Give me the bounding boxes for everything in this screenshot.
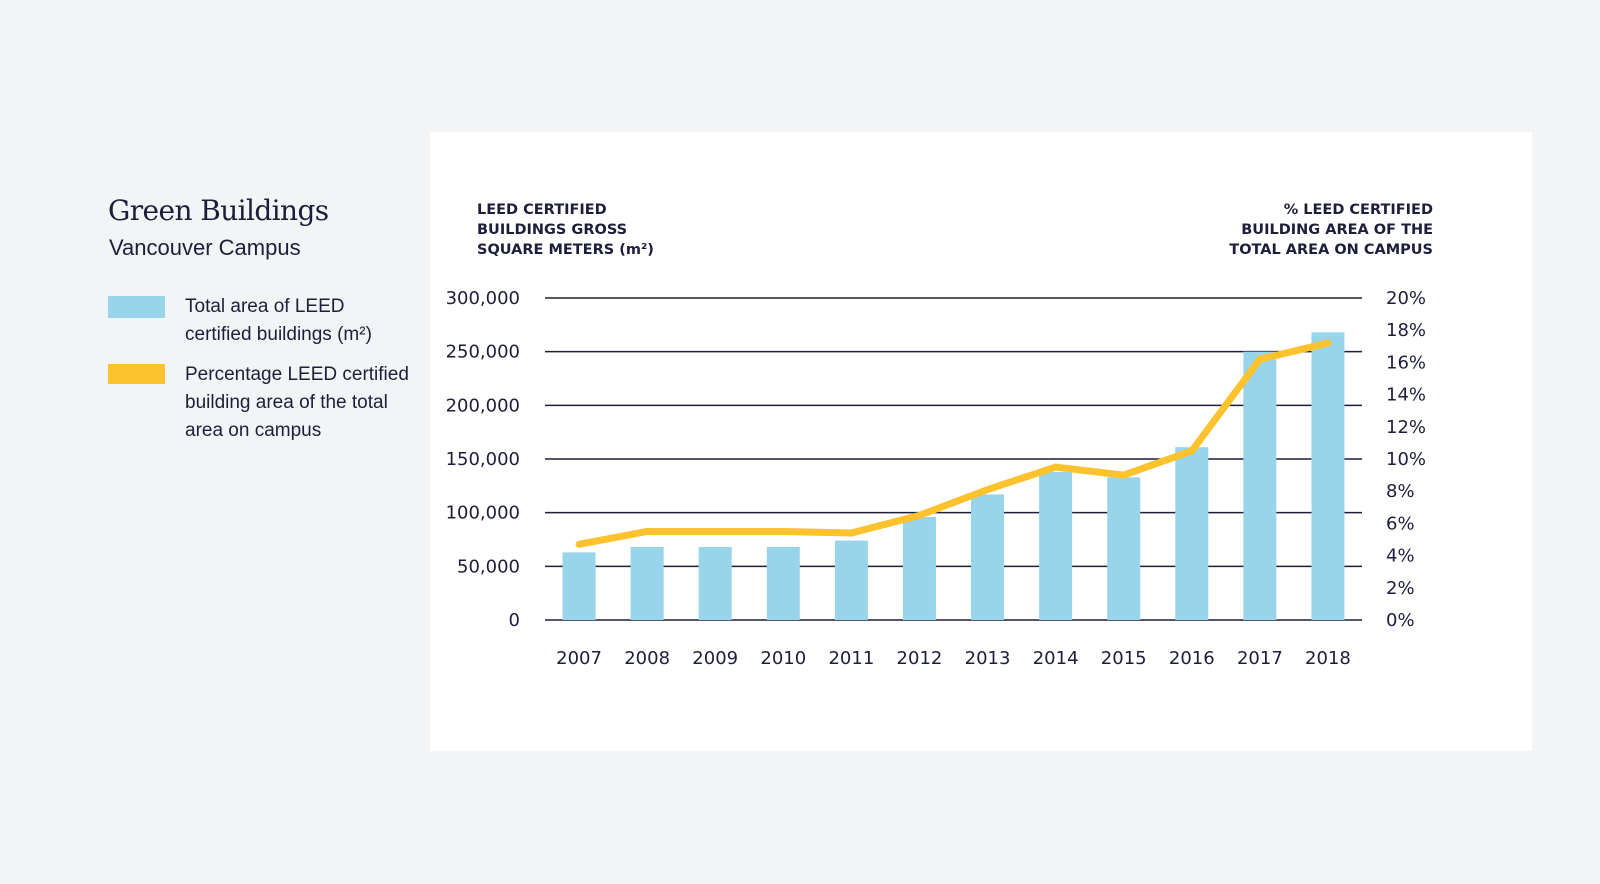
right-axis-title-line: BUILDING AREA OF THE [1241,222,1433,238]
x-tick-label: 2018 [1305,648,1351,669]
y-right-tick-label: 6% [1386,513,1415,534]
y-right-tick-label: 4% [1386,546,1415,567]
bar [766,547,800,620]
x-tick-label: 2011 [828,648,874,669]
y-right-tick-label: 10% [1386,449,1426,470]
x-tick-label: 2008 [624,648,670,669]
y-right-tick-label: 18% [1386,320,1426,341]
x-tick-label: 2016 [1169,648,1215,669]
right-axis-title-line: TOTAL AREA ON CAMPUS [1229,242,1433,258]
y-left-tick-label: 300,000 [446,288,520,309]
bar [1243,351,1277,620]
bar [902,516,936,620]
right-axis-title-line: % LEED CERTIFIED [1284,202,1433,218]
bar [834,540,868,620]
x-tick-label: 2010 [760,648,806,669]
bar [1175,447,1209,620]
x-tick-label: 2013 [965,648,1011,669]
left-axis-title-line: SQUARE METERS (m²) [477,242,654,258]
x-tick-label: 2012 [897,648,943,669]
legend-label-percentage: Percentage LEED certified building area … [185,364,409,441]
y-left-tick-label: 200,000 [446,395,520,416]
bar [1039,471,1073,620]
chart-title: Green Buildings [108,194,329,227]
bar [1311,332,1345,620]
y-right-tick-label: 16% [1386,352,1426,373]
y-right-tick-label: 2% [1386,578,1415,599]
y-right-tick-label: 12% [1386,417,1426,438]
legend-label-area: Total area of LEED certified buildings (… [185,296,372,345]
y-left-tick-label: 50,000 [457,556,520,577]
y-right-tick-label: 20% [1386,288,1426,309]
y-left-tick-label: 250,000 [446,342,520,363]
bar [698,547,732,620]
percentage-line [575,339,1332,548]
x-tick-label: 2014 [1033,648,1079,669]
bar [1107,477,1141,620]
x-tick-label: 2015 [1101,648,1147,669]
legend-swatch-area [108,296,165,318]
bar [630,547,664,620]
left-axis-title-line: BUILDINGS GROSS [477,222,627,238]
y-right-tick-label: 0% [1386,610,1415,631]
bar [562,552,596,620]
left-axis-title-line: LEED CERTIFIED [477,202,607,218]
y-right-tick-label: 8% [1386,481,1415,502]
chart-panel [430,132,1532,751]
chart-subtitle: Vancouver Campus [109,235,301,260]
y-left-tick-label: 100,000 [446,503,520,524]
x-tick-label: 2017 [1237,648,1283,669]
y-left-tick-label: 150,000 [446,449,520,470]
x-tick-label: 2007 [556,648,602,669]
x-tick-label: 2009 [692,648,738,669]
legend-swatch-percentage [108,364,165,384]
y-left-tick-label: 0 [509,610,520,631]
bar [971,494,1005,620]
y-right-tick-label: 14% [1386,385,1426,406]
